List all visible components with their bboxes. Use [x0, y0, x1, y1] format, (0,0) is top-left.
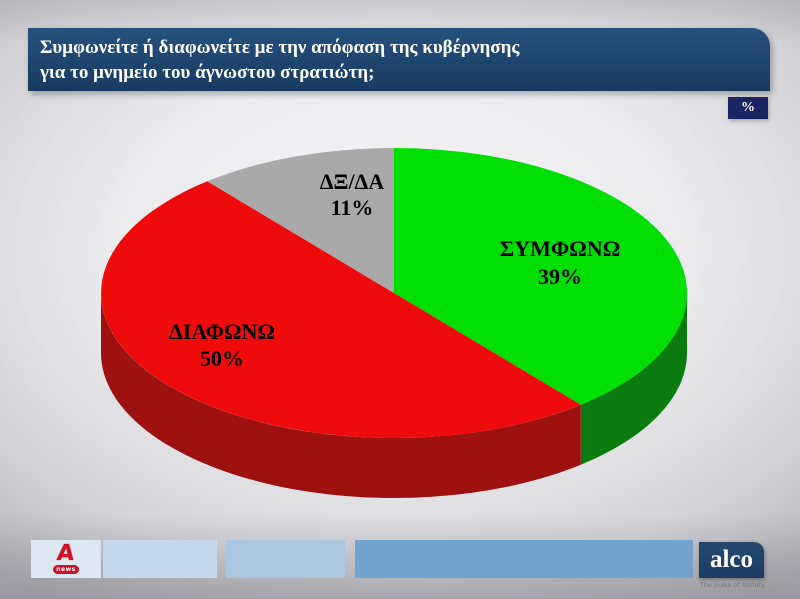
question-line1: Συμφωνείτε ή διαφωνείτε με την απόφαση τ… [40, 37, 520, 58]
alco-logo: alco [699, 542, 764, 578]
pie-labels: ΣΥΜΦΩΝΩ 39% ΔΙΑΦΩΝΩ 50% ΔΞ/ΔΑ 11% [169, 169, 620, 371]
pie-wall-1 [100, 293, 581, 498]
pie-side-walls [100, 293, 687, 498]
question-line2: για το μνημείο του άγνωστου στρατιώτη; [40, 62, 375, 83]
footer-segment-2 [103, 540, 217, 578]
slice-label-agree: ΣΥΜΦΩΝΩ [500, 236, 620, 261]
percent-unit-label: % [741, 100, 755, 115]
footer-segment-4 [355, 540, 693, 578]
question-banner: Συμφωνείτε ή διαφωνείτε με την απόφαση τ… [28, 28, 770, 91]
pie-slice-1 [101, 181, 581, 438]
slice-value-disagree: 50% [200, 346, 244, 371]
slice-label-disagree: ΔΙΑΦΩΝΩ [169, 319, 275, 344]
pie-slice-0 [394, 148, 688, 405]
pie-top-slices [101, 148, 688, 438]
pie-slice-2 [207, 148, 394, 293]
percent-unit-badge: % [728, 97, 768, 119]
slice-value-agree: 39% [538, 264, 582, 289]
alpha-news-badge: news [53, 565, 79, 574]
alpha-letter-icon: A [56, 541, 76, 566]
slice-value-dontknow: 11% [331, 195, 374, 220]
pie-wall-0 [580, 293, 687, 465]
alco-tagline: The pulse of society [699, 581, 765, 589]
alco-logo-text: alco [709, 546, 754, 573]
slice-label-dontknow: ΔΞ/ΔΑ [320, 169, 385, 194]
footer-segment-3 [226, 540, 345, 578]
alpha-tv-logo: A news [31, 540, 101, 578]
